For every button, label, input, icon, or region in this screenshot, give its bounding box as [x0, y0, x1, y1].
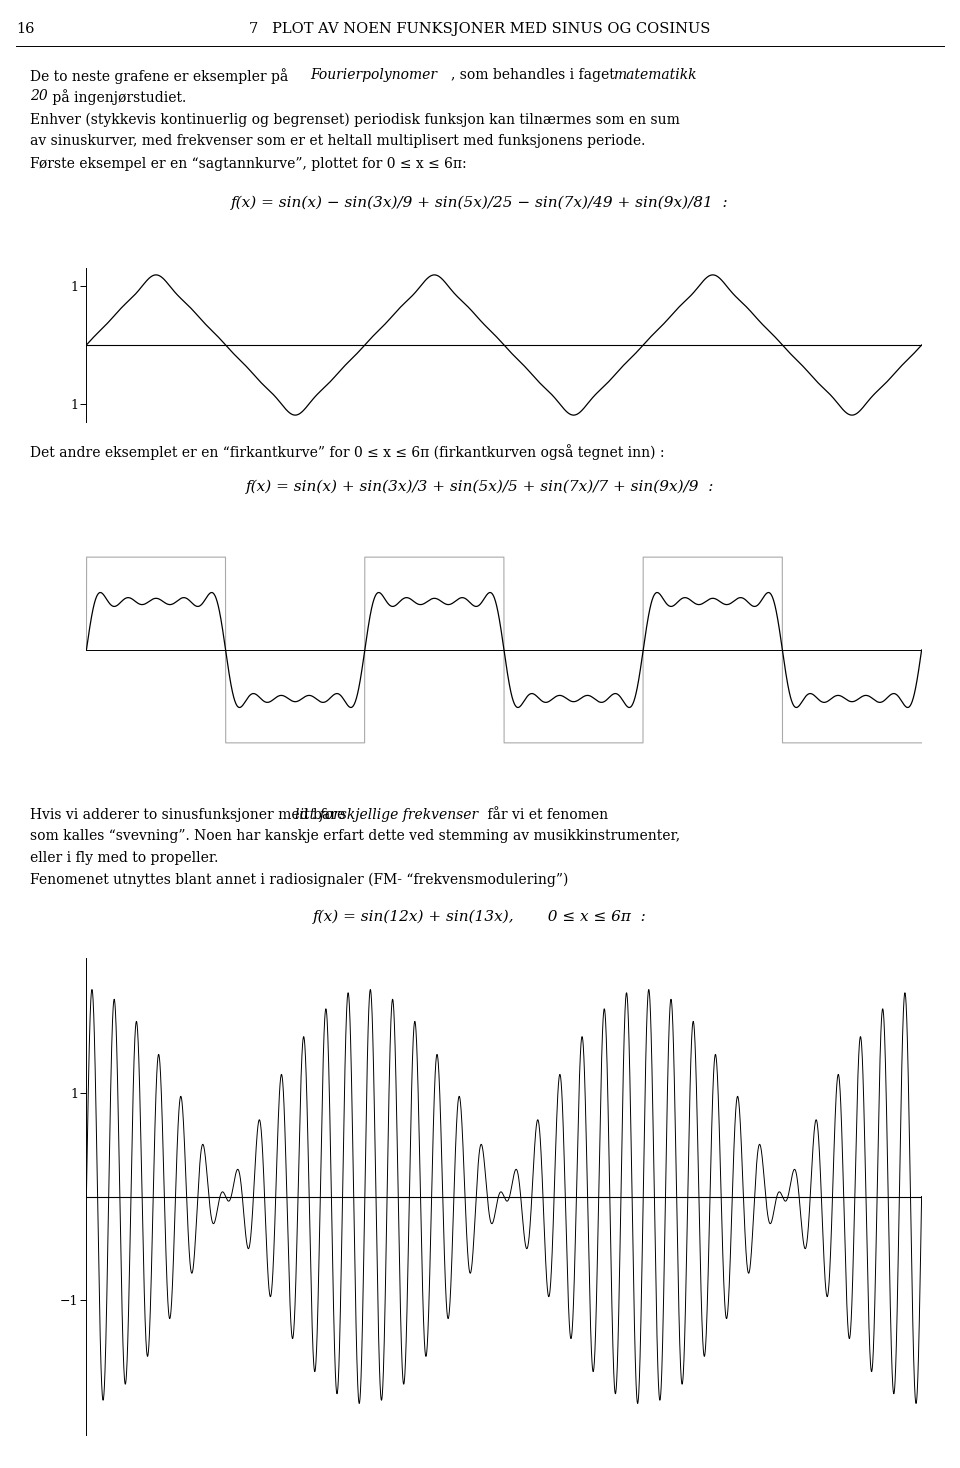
Text: 7   PLOT AV NOEN FUNKSJONER MED SINUS OG COSINUS: 7 PLOT AV NOEN FUNKSJONER MED SINUS OG C… [250, 22, 710, 37]
Text: litt forskjellige frekvenser: litt forskjellige frekvenser [295, 807, 478, 822]
Text: f(x) = sin(x) − sin(3x)/9 + sin(5x)/25 − sin(7x)/49 + sin(9x)/81  :: f(x) = sin(x) − sin(3x)/9 + sin(5x)/25 −… [231, 197, 729, 210]
Text: Det andre eksemplet er en “firkantkurve” for 0 ≤ x ≤ 6π (firkantkurven også tegn: Det andre eksemplet er en “firkantkurve”… [30, 443, 664, 459]
Text: 16: 16 [16, 22, 35, 37]
Text: som kalles “svevning”. Noen har kanskje erfart dette ved stemming av musikkinstr: som kalles “svevning”. Noen har kanskje … [30, 829, 680, 843]
Text: 20: 20 [30, 90, 48, 103]
Text: f(x) = sin(x) + sin(3x)/3 + sin(5x)/5 + sin(7x)/7 + sin(9x)/9  :: f(x) = sin(x) + sin(3x)/3 + sin(5x)/5 + … [246, 480, 714, 495]
Text: matematikk: matematikk [613, 68, 697, 82]
Text: f(x) = sin(12x) + sin(13x),       0 ≤ x ≤ 6π  :: f(x) = sin(12x) + sin(13x), 0 ≤ x ≤ 6π : [313, 910, 647, 925]
Text: av sinuskurver, med frekvenser som er et heltall multiplisert med funksjonens pe: av sinuskurver, med frekvenser som er et… [30, 134, 645, 148]
Text: Fourierpolynomer: Fourierpolynomer [310, 68, 437, 82]
Text: eller i fly med to propeller.: eller i fly med to propeller. [30, 851, 218, 865]
Text: får vi et fenomen: får vi et fenomen [483, 807, 608, 822]
Text: , som behandles i faget: , som behandles i faget [451, 68, 619, 82]
Text: Fenomenet utnyttes blant annet i radiosignaler (FM- “frekvensmodulering”): Fenomenet utnyttes blant annet i radiosi… [30, 873, 568, 887]
Text: De to neste grafene er eksempler på: De to neste grafene er eksempler på [30, 68, 293, 84]
Text: Enhver (stykkevis kontinuerlig og begrenset) periodisk funksjon kan tilnærmes so: Enhver (stykkevis kontinuerlig og begren… [30, 113, 680, 128]
Text: Første eksempel er en “sagtannkurve”, plottet for 0 ≤ x ≤ 6π:: Første eksempel er en “sagtannkurve”, pl… [30, 157, 467, 170]
Text: Hvis vi adderer to sinusfunksjoner med bare: Hvis vi adderer to sinusfunksjoner med b… [30, 807, 349, 822]
Text: på ingenjørstudiet.: på ingenjørstudiet. [48, 90, 186, 104]
